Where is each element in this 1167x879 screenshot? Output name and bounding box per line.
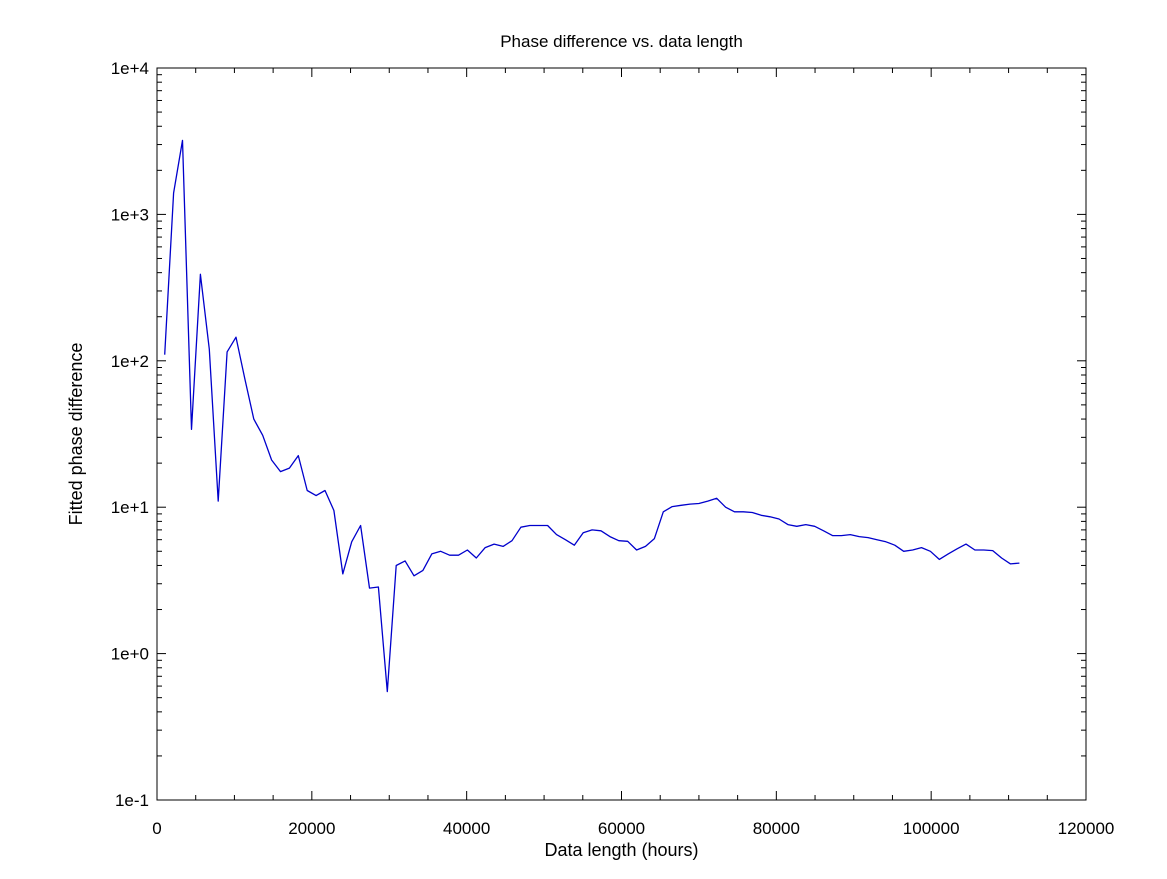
plot-frame xyxy=(156,67,1087,801)
y-tick-label: 1e+1 xyxy=(111,498,149,517)
x-tick-label: 60000 xyxy=(598,819,645,838)
series-layer xyxy=(164,139,1020,693)
y-axis-label: Fitted phase difference xyxy=(66,343,86,526)
x-tick-label: 0 xyxy=(152,819,161,838)
y-tick-label: 1e+3 xyxy=(111,205,149,224)
x-tick-label: 40000 xyxy=(443,819,490,838)
x-tick-label: 80000 xyxy=(753,819,800,838)
x-axis-label: Data length (hours) xyxy=(544,840,698,860)
x-tick-label: 20000 xyxy=(288,819,335,838)
x-tick-label: 120000 xyxy=(1058,819,1115,838)
y-tick-label: 1e-1 xyxy=(115,791,149,810)
y-tick-label: 1e+4 xyxy=(111,59,149,78)
tick-labels-layer: 0 20000 40000 60000 80000 100000 120000 1e-1 1e+… xyxy=(111,59,1115,838)
series-line xyxy=(164,139,1020,693)
y-tick-label: 1e+2 xyxy=(111,352,149,371)
x-tick-label: 100000 xyxy=(903,819,960,838)
y-tick-label: 1e+0 xyxy=(111,645,149,664)
chart-title: Phase difference vs. data length xyxy=(500,32,743,51)
